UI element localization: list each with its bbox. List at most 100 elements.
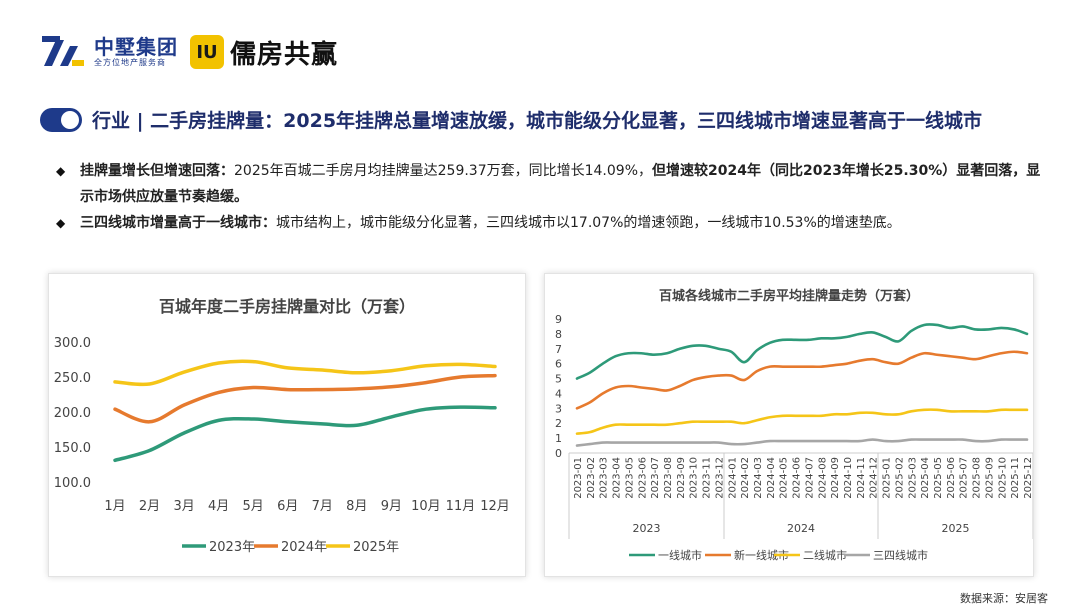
series-line	[113, 359, 497, 387]
legend-label: 新一线城市	[734, 548, 789, 562]
company-name: 中墅集团	[94, 35, 178, 59]
legend-label: 三四线城市	[873, 548, 928, 562]
x-tick-label: 2024-07	[804, 457, 815, 499]
x-tick-label: 2025-10	[997, 457, 1008, 499]
y-tick-label: 5	[555, 373, 562, 386]
annual-listing-chart: 百城年度二手房挂牌量对比（万套） 100.0 150.0 200.0 250.0 300.…	[54, 297, 510, 555]
bullet-body: 城市结构上，城市能级分化显著，三四线城市以17.07%的增速领跑，一线城市10.…	[276, 215, 901, 231]
x-tick-label: 2023-08	[663, 457, 674, 499]
chart-panel-tiers: 百城各线城市二手房平均挂牌量走势（万套） 0 1 2 3 4 5 6 7 8 9 2023-01 202…	[544, 273, 1034, 577]
x-tick-label: 2024-03	[753, 457, 764, 499]
bullet-bold-lead: 三四线城市增量高于一线城市：	[80, 215, 276, 231]
x-tick-label: 2024-01	[727, 457, 738, 499]
toggle-icon	[40, 107, 82, 132]
x-tick-label: 2023-10	[689, 457, 700, 499]
chart-panel-annual: 百城年度二手房挂牌量对比（万套） 100.0 150.0 200.0 250.0 300.…	[48, 273, 526, 577]
x-tick-label: 2025-06	[946, 457, 957, 499]
x-tick-label: 2025-05	[933, 457, 944, 499]
legend-label: 二线城市	[803, 548, 847, 562]
logo-mark-icon	[40, 34, 88, 70]
x-tick-label: 4月	[208, 499, 229, 514]
x-tick-label: 2024-10	[843, 457, 854, 499]
series-line	[575, 323, 1029, 380]
x-tick-label: 2024-02	[740, 457, 751, 499]
x-tick-label: 2024-08	[817, 457, 828, 499]
x-tick-label: 6月	[277, 499, 298, 514]
x-tick-label: 1月	[104, 499, 125, 514]
y-tick-label: 150.0	[54, 441, 91, 456]
x-tick-label: 2025-12	[1023, 457, 1033, 499]
y-tick-label: 200.0	[54, 406, 91, 421]
x-tick-label: 2023-01	[573, 457, 584, 499]
x-tick-label: 8月	[346, 499, 367, 514]
series-line	[575, 350, 1029, 410]
series-line	[575, 408, 1029, 435]
x-tick-label: 2023-04	[612, 457, 623, 499]
legend-label: 2023年	[209, 540, 255, 555]
x-tick-label: 2025-01	[882, 457, 893, 499]
chart-title: 百城年度二手房挂牌量对比（万套）	[159, 297, 415, 316]
x-tick-label: 2023-07	[650, 457, 661, 499]
x-tick-label: 2024-06	[792, 457, 803, 499]
x-tick-label: 7月	[312, 499, 333, 514]
x-tick-label: 2024-05	[779, 457, 790, 499]
bullet-text: 挂牌量增长但增速回落：2025年百城二手房月均挂牌量达259.37万套，同比增长…	[80, 158, 1046, 210]
legend-label: 2025年	[353, 540, 399, 555]
bullet-bold-tail: 但增速较2024年（同比2023年增长25.30%）显著回落，显示市场供应放量节…	[80, 163, 1041, 205]
y-tick-label: 3	[555, 402, 562, 415]
x-tick-label: 2025-04	[920, 457, 931, 499]
y-tick-label: 6	[555, 358, 562, 371]
x-tick-label: 2023-05	[624, 457, 635, 499]
x-tick-label: 2023-02	[586, 457, 597, 499]
x-tick-label: 9月	[381, 499, 402, 514]
y-tick-label: 8	[555, 328, 562, 341]
x-tick-label: 2023-12	[714, 457, 725, 499]
diamond-bullet-icon: ◆	[56, 216, 66, 230]
year-group-label: 2023	[633, 522, 661, 535]
x-tick-label: 2023-03	[599, 457, 610, 499]
x-tick-label: 2024-09	[830, 457, 841, 499]
bullet-text: 三四线城市增量高于一线城市：城市结构上，城市能级分化显著，三四线城市以17.07…	[80, 210, 901, 236]
legend-label: 2024年	[281, 540, 327, 555]
bullet-item: ◆ 挂牌量增长但增速回落：2025年百城二手房月均挂牌量达259.37万套，同比…	[56, 158, 1046, 210]
bullet-list: ◆ 挂牌量增长但增速回落：2025年百城二手房月均挂牌量达259.37万套，同比…	[56, 158, 1046, 236]
x-tick-label: 12月	[480, 499, 510, 514]
x-tick-label: 2024-04	[766, 457, 777, 499]
diamond-bullet-icon: ◆	[56, 164, 66, 178]
year-group-label: 2025	[942, 522, 970, 535]
y-tick-label: 2	[555, 417, 562, 430]
bullet-item: ◆ 三四线城市增量高于一线城市：城市结构上，城市能级分化显著，三四线城市以17.…	[56, 210, 1046, 236]
x-tick-label: 10月	[411, 499, 441, 514]
y-tick-label: 0	[555, 447, 562, 460]
x-tick-label: 2023-09	[676, 457, 687, 499]
y-tick-label: 9	[555, 313, 562, 326]
x-tick-label: 2024-11	[856, 457, 867, 499]
y-tick-label: 250.0	[54, 371, 91, 386]
bullet-body: 2025年百城二手房月均挂牌量达259.37万套，同比增长14.09%，	[234, 163, 652, 179]
x-tick-label: 2024-12	[869, 457, 880, 499]
x-tick-label: 2月	[139, 499, 160, 514]
y-tick-label: 1	[555, 432, 562, 445]
y-tick-label: 300.0	[54, 336, 91, 351]
x-tick-label: 2023-11	[702, 457, 713, 499]
series-line	[575, 438, 1029, 447]
brand-badge-icon: IU	[190, 35, 224, 69]
x-tick-label: 5月	[243, 499, 264, 514]
brand-name: 儒房共赢	[230, 39, 339, 70]
x-tick-label: 2023-06	[637, 457, 648, 499]
y-tick-label: 4	[555, 387, 562, 400]
x-tick-label: 2025-08	[972, 457, 983, 499]
title-row: 行业 | 二手房挂牌量：2025年挂牌总量增速放缓，城市能级分化显著，三四线城市…	[40, 106, 982, 133]
x-tick-label: 2025-02	[894, 457, 905, 499]
data-source: 数据来源：安居客	[960, 592, 1048, 605]
company-logo: 中墅集团 全方位地产服务商 IU 儒房共赢	[40, 32, 338, 72]
x-tick-label: 2025-07	[959, 457, 970, 499]
x-tick-label: 11月	[446, 499, 476, 514]
x-tick-label: 2025-03	[907, 457, 918, 499]
year-group-label: 2024	[787, 522, 815, 535]
x-tick-label: 2025-11	[1010, 457, 1021, 499]
y-tick-label: 100.0	[54, 476, 91, 491]
series-line	[113, 373, 497, 424]
series-line	[113, 405, 497, 463]
y-tick-label: 7	[555, 343, 562, 356]
